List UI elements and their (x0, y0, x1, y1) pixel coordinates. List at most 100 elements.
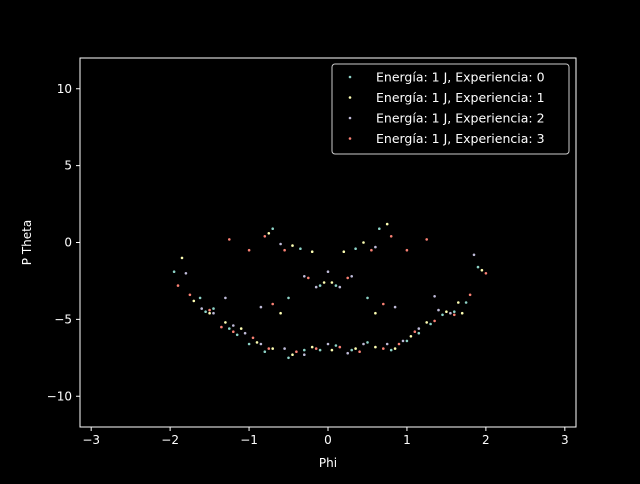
data-point (330, 281, 334, 284)
data-point (255, 341, 259, 344)
x-axis-label: Phi (319, 456, 337, 470)
legend-label: Energía: 1 J, Experiencia: 3 (376, 131, 545, 146)
legend: Energía: 1 J, Experiencia: 0 Energía: 1 J… (331, 63, 570, 155)
data-point (184, 272, 188, 275)
data-point (208, 308, 211, 312)
data-point (303, 353, 306, 357)
y-tick-label: 10 (57, 82, 72, 96)
data-point (433, 319, 436, 323)
series-3 (176, 235, 488, 354)
data-point (247, 248, 251, 252)
data-point (192, 299, 196, 303)
data-point (382, 302, 385, 306)
data-point (362, 241, 365, 244)
data-point (322, 281, 326, 284)
data-point (334, 284, 338, 287)
data-point (409, 335, 413, 338)
data-point (271, 347, 275, 350)
data-point (453, 313, 456, 317)
x-tick-label: 2 (482, 433, 490, 447)
data-point (393, 347, 397, 350)
data-point (239, 327, 243, 330)
x-tick-label: 0 (324, 433, 332, 447)
legend-marker (348, 116, 352, 120)
y-axis-label: P Theta (20, 220, 34, 265)
data-point (271, 227, 275, 230)
data-point (385, 342, 389, 346)
data-point (362, 342, 365, 346)
data-point (283, 347, 286, 350)
data-point (374, 311, 377, 315)
data-point (393, 305, 397, 309)
data-point (445, 310, 448, 314)
data-point (212, 311, 215, 315)
data-point (382, 347, 385, 350)
legend-label: Energía: 1 J, Experiencia: 0 (376, 70, 545, 85)
data-point (299, 247, 302, 250)
x-tick-label: −3 (82, 433, 100, 447)
data-point (354, 347, 357, 350)
points-layer (172, 222, 488, 360)
data-point (259, 342, 263, 346)
data-point (180, 256, 184, 260)
data-point (224, 296, 227, 300)
data-point (314, 347, 318, 350)
data-point (318, 284, 322, 287)
data-point (295, 350, 298, 354)
data-point (338, 345, 342, 349)
data-point (374, 245, 377, 249)
data-point (441, 313, 444, 317)
data-point (303, 348, 306, 352)
data-point (232, 324, 235, 327)
data-point (188, 293, 192, 297)
data-point (397, 342, 401, 346)
data-point (243, 331, 247, 335)
data-point (405, 339, 409, 343)
data-point (283, 248, 286, 252)
data-point (346, 351, 350, 355)
data-point (279, 311, 282, 315)
legend-marker (348, 96, 352, 99)
data-point (425, 238, 429, 241)
data-point (224, 321, 227, 324)
data-point (389, 348, 393, 352)
legend-label: Energía: 1 J, Experiencia: 1 (376, 90, 545, 105)
data-point (314, 285, 318, 289)
data-point (259, 305, 263, 309)
y-tick-label: 5 (64, 159, 72, 173)
data-point (366, 296, 369, 300)
data-point (433, 295, 436, 298)
y-tick-label: 0 (64, 236, 72, 250)
data-point (405, 248, 409, 252)
data-point (287, 356, 290, 360)
x-axis-ticks: −3 −2 −1 0 1 2 3 (82, 427, 569, 447)
data-point (342, 250, 346, 253)
data-point (251, 336, 255, 340)
data-point (267, 232, 271, 235)
data-point (437, 308, 440, 312)
y-axis-ticks: −10 −5 0 5 10 (47, 82, 80, 403)
data-point (271, 302, 275, 306)
data-point (326, 270, 330, 274)
data-point (374, 345, 377, 349)
x-tick-label: 3 (561, 433, 569, 447)
data-point (279, 242, 282, 246)
data-point (417, 327, 421, 330)
legend-box (331, 63, 570, 155)
data-point (220, 325, 223, 329)
data-point (378, 227, 381, 230)
data-point (198, 296, 202, 300)
data-point (425, 321, 429, 324)
data-point (389, 235, 393, 238)
data-point (228, 238, 231, 241)
data-point (453, 310, 456, 314)
series-0 (172, 227, 480, 360)
data-point (326, 342, 330, 346)
x-tick-label: 1 (403, 433, 411, 447)
data-point (480, 268, 484, 272)
data-point (212, 307, 215, 310)
data-point (200, 307, 203, 310)
data-point (358, 350, 361, 354)
